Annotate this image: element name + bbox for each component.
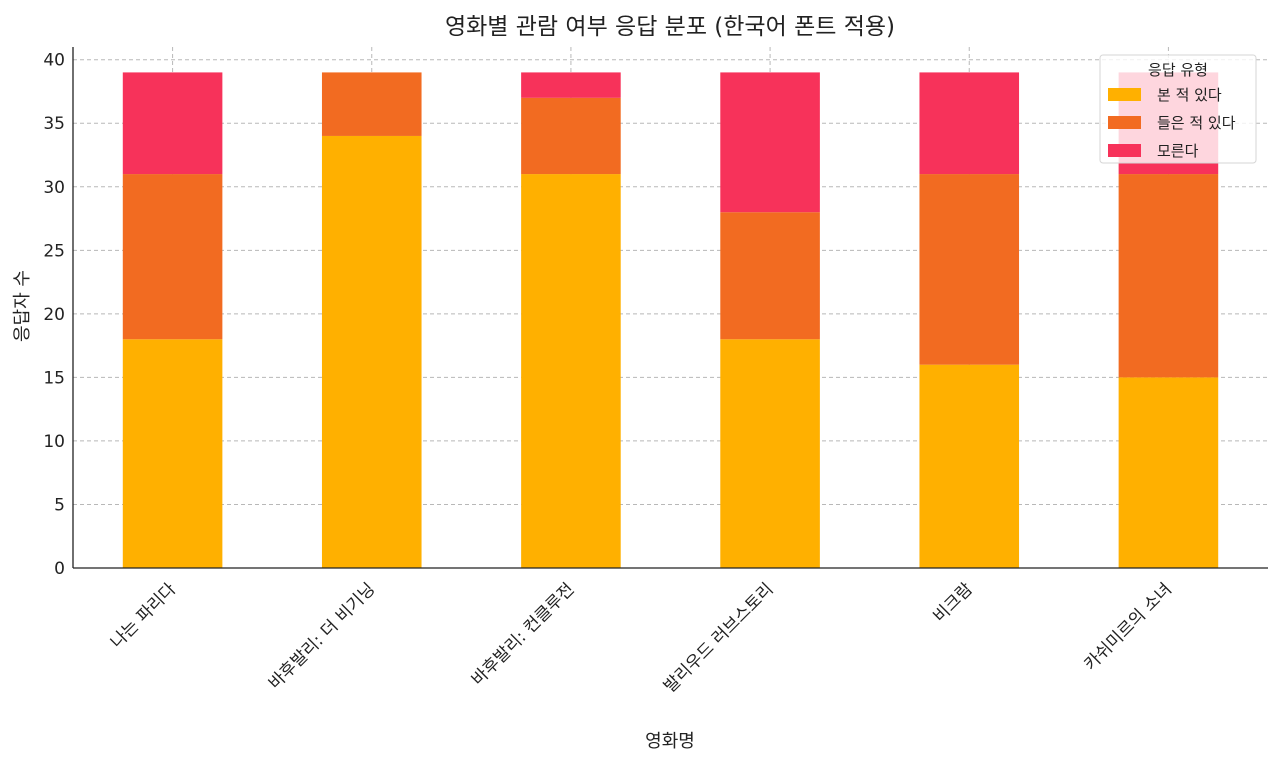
y-axis-title: 응답자 수 <box>12 270 33 342</box>
legend-entry: 들은 적 있다 <box>1157 114 1236 132</box>
legend-frame <box>1099 54 1257 164</box>
y-tick-label: 30 <box>43 178 65 198</box>
bar-segment <box>321 135 422 568</box>
x-tick-label: 나는 파리다 <box>107 579 181 653</box>
bar-segment <box>919 72 1020 175</box>
y-tick-labels: 0 5 10 15 20 25 30 35 40 <box>43 51 65 579</box>
bar-segment <box>1118 174 1219 378</box>
y-tick-label: 40 <box>43 51 65 71</box>
x-tick-label: 카쉬미르의 소녀 <box>1081 579 1176 674</box>
bar-segment <box>521 174 621 568</box>
legend-entry: 본 적 있다 <box>1157 86 1222 104</box>
bar-segment <box>919 364 1020 568</box>
bar-segment <box>521 97 621 175</box>
bar-segment <box>122 339 223 568</box>
y-tick-label: 5 <box>54 495 65 515</box>
bars-layer <box>122 72 1219 568</box>
x-axis-title: 영화명 <box>645 731 695 752</box>
legend-swatch <box>1108 88 1141 101</box>
x-tick-label: 발리우드 러브스토리 <box>660 579 778 697</box>
x-tick-label: 바후발리: 컨클루전 <box>468 579 578 689</box>
grid-layer <box>73 47 1268 569</box>
bar-segment <box>720 72 820 213</box>
chart-title: 영화별 관람 여부 응답 분포 (한국어 폰트 적용) <box>445 14 895 40</box>
y-tick-label: 10 <box>43 432 65 452</box>
legend-entry: 모른다 <box>1157 142 1199 160</box>
axes-layer <box>72 47 1268 569</box>
bar-segment <box>720 212 820 340</box>
bar-segment <box>122 72 223 175</box>
x-tick-label: 비크람 <box>929 579 977 627</box>
bar-segment <box>321 72 422 136</box>
bar-segment <box>720 339 820 568</box>
y-tick-label: 25 <box>43 241 65 261</box>
y-tick-label: 20 <box>43 305 65 325</box>
bar-segment <box>122 174 223 340</box>
bar-segment <box>919 174 1020 365</box>
y-tick-label: 35 <box>43 114 65 134</box>
legend-swatch <box>1108 116 1141 129</box>
bar-segment <box>521 72 621 98</box>
x-tick-labels: 나는 파리다 바후발리: 더 비기닝 바후발리: 컨클루전 발리우드 러브스토리 비크람… <box>107 579 1176 697</box>
y-tick-label: 0 <box>54 559 65 579</box>
legend-title: 응답 유형 <box>1148 61 1208 79</box>
legend-swatch <box>1108 144 1141 157</box>
bar-segment <box>1118 377 1219 568</box>
x-tick-label: 바후발리: 더 비기닝 <box>265 579 379 693</box>
y-tick-label: 15 <box>43 368 65 388</box>
